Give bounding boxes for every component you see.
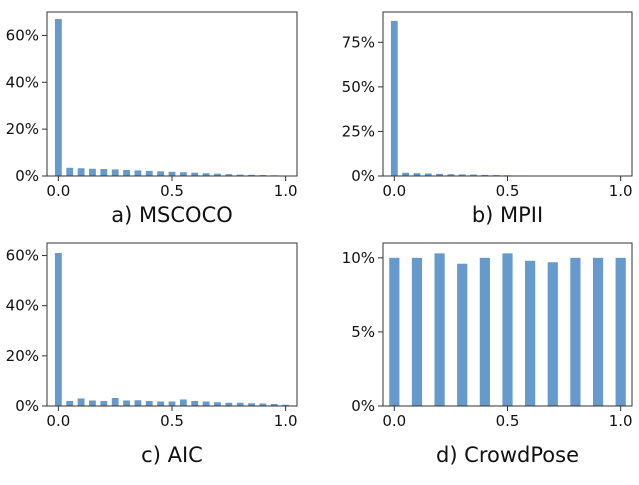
mscoco-xtick-label-2: 1.0: [274, 182, 298, 200]
aic-bar-10: [168, 401, 176, 406]
crowdpose-ytick-label-2: 10%: [342, 249, 375, 267]
mscoco-ytick-label-1: 20%: [6, 120, 39, 138]
mscoco-axes-frame: [46, 11, 298, 177]
mscoco-bar-6: [123, 169, 130, 176]
mpii-bar-4: [436, 173, 443, 176]
aic-bar-14: [214, 402, 221, 406]
mscoco-bar-10: [168, 171, 176, 176]
aic-bar-16: [236, 402, 244, 406]
mscoco-bar-5: [111, 169, 119, 176]
mpii-bar-6: [458, 174, 466, 176]
aic-bar-18: [259, 403, 267, 406]
aic-ytick-label-1: 20%: [6, 347, 39, 365]
crowdpose-bar-10: [615, 257, 626, 406]
mscoco-xtick-label-0: 0.0: [46, 182, 70, 200]
mscoco-bar-11: [179, 172, 187, 176]
crowdpose-bar-0: [389, 257, 400, 406]
crowdpose-bar-8: [570, 257, 581, 406]
mpii-ytick-label-2: 50%: [342, 78, 375, 96]
mpii-axes-frame: [382, 11, 633, 177]
aic-bar-15: [225, 402, 233, 406]
mpii-ytick-label-0: 0%: [351, 167, 375, 185]
aic-bar-11: [179, 399, 187, 406]
panel-mpii: 0.0 0.5 1.0 0% 25% 50% 75% b) MPII: [342, 11, 633, 227]
aic-bar-7: [134, 400, 142, 406]
aic-bar-13: [202, 401, 210, 406]
mscoco-xtick-label-1: 0.5: [160, 182, 184, 200]
crowdpose-ytick-label-0: 0%: [351, 397, 375, 415]
mpii-ytick-label-1: 25%: [342, 122, 375, 140]
mscoco-bar-13: [202, 173, 210, 176]
mpii-bar-3: [424, 173, 432, 176]
mpii-title: b) MPII: [472, 203, 543, 227]
panel-crowdpose: 0.0 0.5 1.0 0% 5% 10% d) CrowdPose: [342, 242, 633, 467]
mscoco-bar-8: [145, 170, 153, 176]
mpii-bar-2: [413, 173, 421, 176]
crowdpose-xtick-label-0: 0.0: [382, 412, 406, 430]
aic-bar-19: [270, 403, 278, 406]
aic-xtick-label-2: 1.0: [274, 412, 298, 430]
crowdpose-bar-3: [457, 263, 468, 406]
aic-bar-2: [77, 398, 85, 406]
mscoco-bar-12: [191, 172, 199, 176]
mpii-bar-8: [481, 174, 489, 176]
aic-bar-5: [111, 397, 119, 406]
mpii-xtick-label-2: 1.0: [609, 182, 633, 200]
aic-xtick-label-1: 0.5: [160, 412, 184, 430]
aic-bar-3: [89, 400, 96, 406]
panel-aic: 0.0 0.5 1.0 0% 20% 40% 60% c) AIC: [6, 242, 298, 467]
crowdpose-bar-2: [434, 253, 445, 406]
mscoco-ytick-label-2: 40%: [6, 73, 39, 91]
aic-ytick-label-3: 60%: [6, 247, 39, 265]
aic-bar-0: [54, 253, 62, 406]
crowdpose-title: d) CrowdPose: [436, 443, 579, 467]
mpii-xtick-label-1: 0.5: [496, 182, 520, 200]
mscoco-title: a) MSCOCO: [111, 203, 233, 227]
aic-bar-4: [100, 400, 108, 406]
crowdpose-bar-1: [411, 257, 423, 406]
aic-axes-frame: [46, 242, 298, 407]
aic-bar-17: [248, 403, 255, 406]
mscoco-bar-0: [54, 19, 62, 177]
mpii-bar-0: [390, 20, 398, 176]
aic-bar-8: [145, 400, 153, 406]
mpii-bar-5: [447, 174, 455, 176]
aic-bar-1: [66, 400, 74, 406]
mscoco-bar-16: [236, 174, 244, 176]
mscoco-bar-4: [100, 168, 108, 176]
aic-ytick-label-0: 0%: [15, 397, 39, 415]
mscoco-bar-7: [134, 170, 142, 176]
crowdpose-xtick-label-1: 0.5: [496, 412, 520, 430]
aic-bar-6: [123, 400, 130, 406]
mscoco-ytick-label-3: 60%: [6, 26, 39, 44]
mscoco-bar-14: [214, 173, 221, 176]
aic-bar-9: [157, 401, 165, 406]
aic-ytick-label-2: 40%: [6, 297, 39, 315]
mscoco-bar-17: [248, 174, 255, 176]
mscoco-bar-2: [77, 168, 85, 176]
mpii-bar-1: [402, 172, 410, 176]
panel-mscoco: 0.0 0.5 1.0 0% 20% 40% 60% a) MSCOCO: [6, 11, 298, 227]
crowdpose-bar-9: [592, 257, 604, 406]
aic-bar-20: [282, 404, 290, 406]
crowdpose-xtick-label-2: 1.0: [609, 412, 633, 430]
crowdpose-bar-6: [525, 260, 536, 406]
mscoco-ytick-label-0: 0%: [15, 167, 39, 185]
mscoco-bar-15: [225, 174, 233, 176]
mscoco-bar-3: [89, 168, 96, 176]
mpii-bar-7: [470, 174, 477, 176]
aic-bar-12: [191, 400, 199, 406]
aic-title: c) AIC: [141, 443, 203, 467]
mpii-xtick-label-0: 0.0: [382, 182, 406, 200]
crowdpose-bar-5: [502, 253, 513, 406]
mpii-ytick-label-3: 75%: [342, 33, 375, 51]
mscoco-bar-9: [157, 171, 165, 176]
crowdpose-ytick-label-1: 5%: [351, 323, 375, 341]
crowdpose-bar-4: [479, 257, 490, 406]
aic-xtick-label-0: 0.0: [46, 412, 70, 430]
crowdpose-bar-7: [547, 262, 558, 406]
mscoco-bar-1: [66, 167, 74, 176]
